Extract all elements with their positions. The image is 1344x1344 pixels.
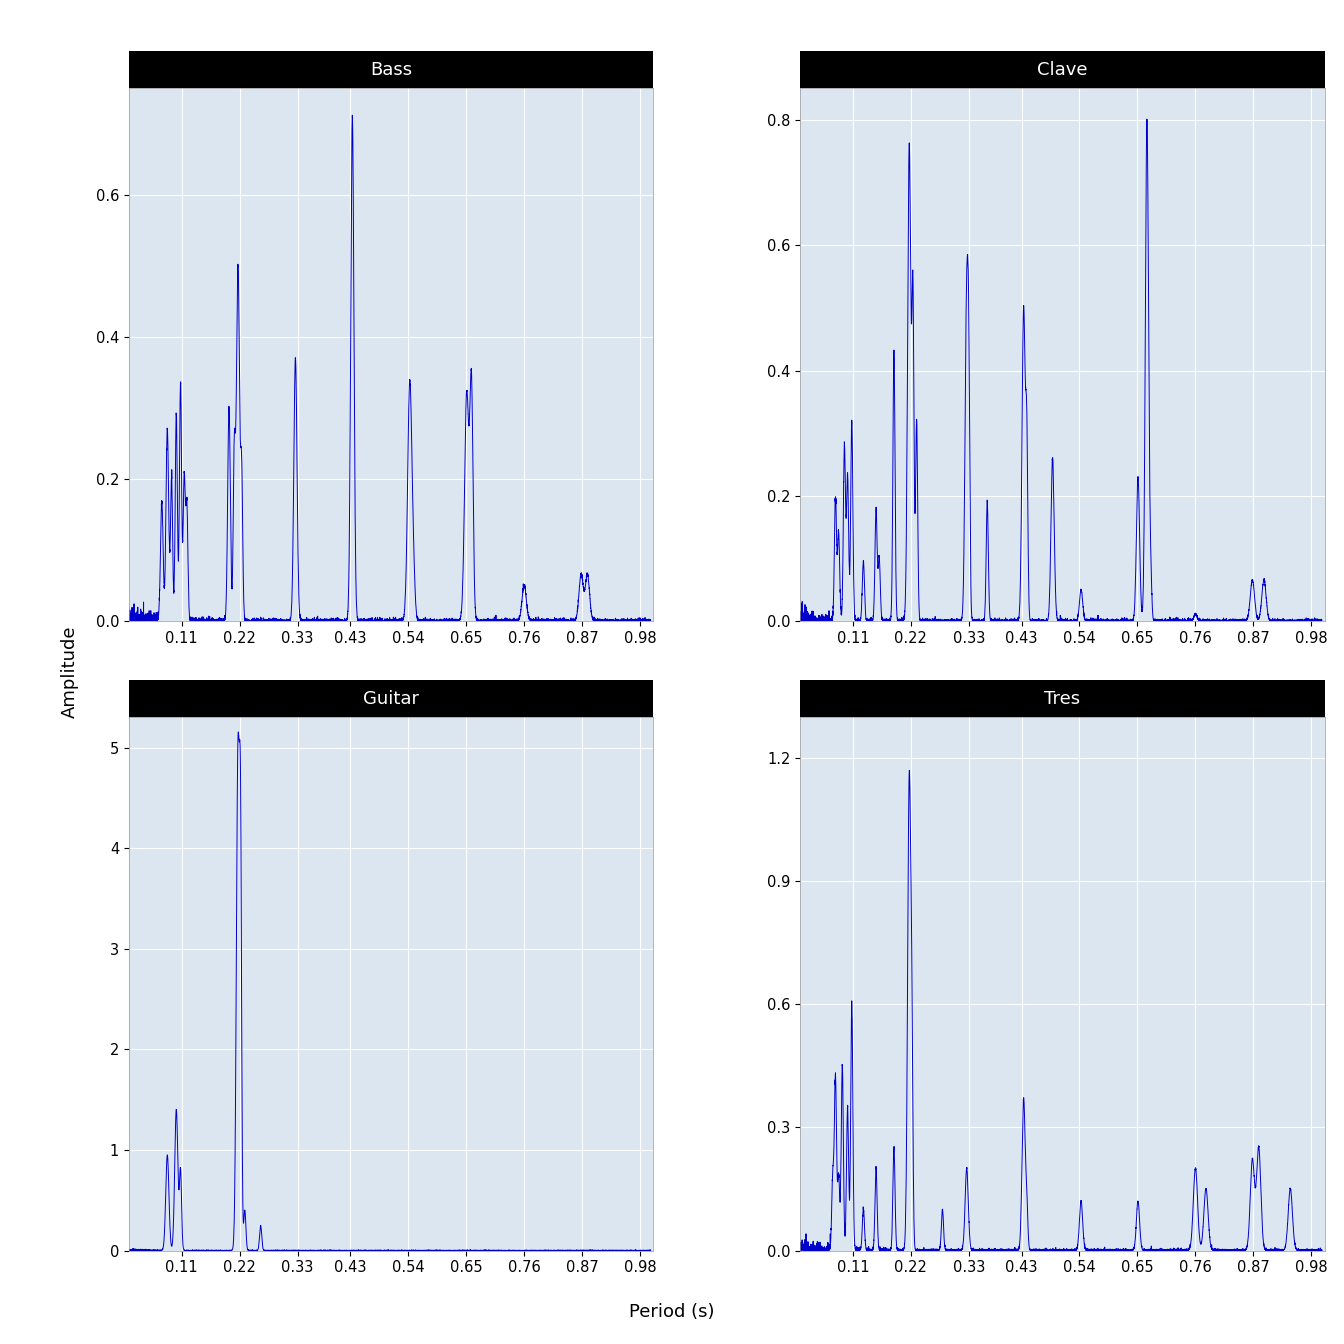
Text: Bass: Bass <box>370 60 413 78</box>
Bar <box>800 51 1325 89</box>
Text: Period (s): Period (s) <box>629 1304 715 1321</box>
Bar <box>129 51 653 89</box>
Text: Clave: Clave <box>1038 60 1087 78</box>
Text: Amplitude: Amplitude <box>60 626 78 718</box>
Text: Guitar: Guitar <box>363 689 419 708</box>
Bar <box>129 680 653 718</box>
Bar <box>800 680 1325 718</box>
Text: Tres: Tres <box>1044 689 1081 708</box>
